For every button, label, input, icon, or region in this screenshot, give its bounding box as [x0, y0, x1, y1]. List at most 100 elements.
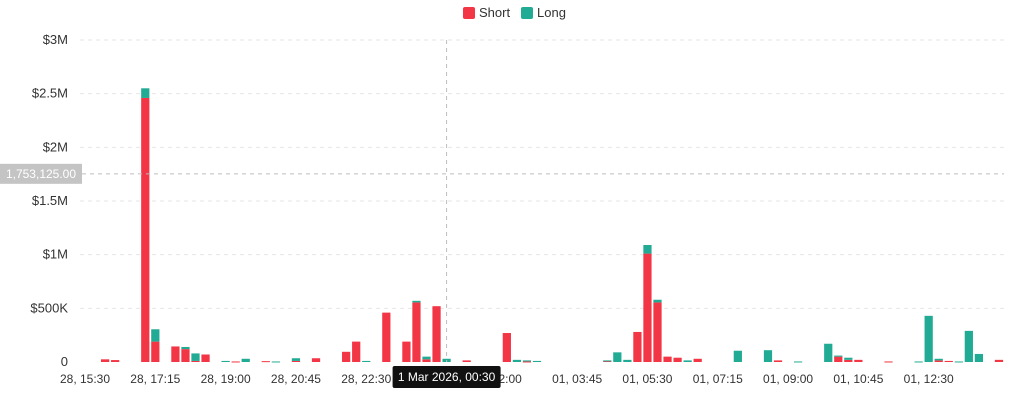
bar-long[interactable] [683, 360, 692, 362]
bar-long[interactable] [834, 355, 843, 357]
bar-short[interactable] [462, 360, 471, 362]
bar-short[interactable] [352, 341, 361, 362]
bar-long[interactable] [643, 245, 652, 254]
bar-long[interactable] [522, 360, 532, 362]
legend-item-short[interactable]: Short [463, 5, 510, 20]
bar-long[interactable] [653, 299, 662, 303]
x-tick-label: 01, 03:45 [552, 372, 602, 386]
bar-long[interactable] [974, 353, 984, 362]
bar-short[interactable] [693, 358, 702, 362]
bar-long[interactable] [422, 356, 431, 360]
x-tick-label: 28, 22:30 [341, 372, 391, 386]
y-tick-label: $500K [30, 300, 68, 315]
bar-short[interactable] [944, 360, 953, 362]
bar-short[interactable] [422, 359, 431, 362]
bar-short[interactable] [231, 361, 240, 363]
bar-short[interactable] [934, 360, 943, 362]
bar-short[interactable] [412, 302, 421, 362]
bar-long[interactable] [512, 359, 522, 362]
bar-short[interactable] [854, 359, 863, 362]
legend-swatch-short [463, 7, 475, 19]
bar-long[interactable] [924, 315, 933, 362]
bar-long[interactable] [141, 88, 150, 98]
crosshair-x-label: 1 Mar 2026, 00:30 [398, 370, 496, 384]
crosshair-y-label-box [0, 163, 82, 184]
bar-long[interactable] [763, 350, 773, 362]
bar-long[interactable] [221, 360, 230, 362]
bar-long[interactable] [271, 361, 280, 363]
bar-short[interactable] [181, 349, 190, 362]
bar-long[interactable] [824, 343, 833, 362]
bar-short[interactable] [673, 357, 682, 362]
x-tick-label: 28, 19:00 [201, 372, 251, 386]
bar-short[interactable] [201, 354, 210, 362]
x-tick-label: 01, 05:30 [622, 372, 672, 386]
bar-long[interactable] [532, 360, 542, 362]
bar-long[interactable] [191, 353, 200, 361]
bar-short[interactable] [261, 361, 270, 363]
x-tick-label: 28, 15:30 [60, 372, 110, 386]
x-tick-label: 01, 10:45 [833, 372, 883, 386]
bar-long[interactable] [733, 350, 742, 362]
y-tick-label: $1M [43, 247, 68, 262]
y-tick-label: $2.5M [32, 86, 68, 101]
bar-long[interactable] [291, 358, 301, 361]
x-tick-label: 01, 07:15 [693, 372, 743, 386]
bar-short[interactable] [884, 361, 893, 363]
bar-long[interactable] [412, 300, 421, 303]
x-tick-label: 28, 17:15 [130, 372, 180, 386]
bar-long[interactable] [603, 360, 612, 362]
x-tick-label: 28, 20:45 [271, 372, 321, 386]
bar-long[interactable] [844, 357, 853, 360]
bar-short[interactable] [191, 360, 200, 362]
chart-legend[interactable]: Short Long [463, 5, 566, 20]
bar-short[interactable] [402, 341, 411, 362]
bar-long[interactable] [964, 330, 973, 362]
bar-short[interactable] [603, 360, 612, 362]
y-tick-label: $2M [43, 139, 68, 154]
bar-short[interactable] [111, 360, 120, 362]
bar-short[interactable] [773, 360, 783, 362]
legend-label-short: Short [479, 5, 510, 20]
bar-long[interactable] [181, 346, 190, 350]
y-tick-label: $3M [43, 32, 68, 47]
bar-short[interactable] [653, 302, 662, 362]
bar-short[interactable] [342, 351, 351, 362]
bar-short[interactable] [151, 341, 160, 362]
bar-short[interactable] [141, 97, 150, 363]
bar-long[interactable] [914, 361, 923, 363]
y-axis-tick-labels: 0 $500K $1M $1.5M $2M $2.5M $3M [30, 32, 68, 369]
bar-short[interactable] [171, 346, 180, 362]
bar-long[interactable] [151, 329, 160, 342]
bar-series[interactable] [100, 88, 1004, 363]
bar-short[interactable] [311, 358, 321, 362]
crosshair-x-label-box [392, 366, 501, 388]
bar-short[interactable] [382, 312, 391, 362]
crosshair: 1,753,125.00 1 Mar 2026, 00:30 [0, 40, 1004, 388]
bar-long[interactable] [934, 358, 943, 361]
bar-short[interactable] [633, 331, 642, 362]
bar-long[interactable] [241, 358, 250, 362]
legend-swatch-long [521, 7, 533, 19]
bar-short[interactable] [844, 359, 853, 362]
bar-short[interactable] [502, 333, 511, 362]
y-tick-label: $1.5M [32, 193, 68, 208]
bar-short[interactable] [432, 306, 441, 362]
bar-short[interactable] [663, 356, 672, 362]
bar-long[interactable] [954, 361, 963, 363]
x-axis-tick-labels: 28, 15:30 28, 17:15 28, 19:00 28, 20:45 28, … [60, 372, 954, 386]
bar-short[interactable] [100, 359, 110, 362]
bar-short[interactable] [994, 359, 1004, 362]
bar-short[interactable] [643, 253, 652, 362]
bar-long[interactable] [623, 359, 632, 362]
legend-item-long[interactable]: Long [521, 5, 566, 20]
bar-short[interactable] [291, 360, 301, 362]
y-grid-lines [80, 39, 1004, 309]
bar-long[interactable] [362, 360, 371, 362]
legend-label-long: Long [537, 5, 566, 20]
bar-long[interactable] [793, 361, 803, 363]
bar-short[interactable] [834, 356, 843, 362]
bar-short[interactable] [522, 361, 532, 363]
bar-long[interactable] [613, 352, 622, 362]
